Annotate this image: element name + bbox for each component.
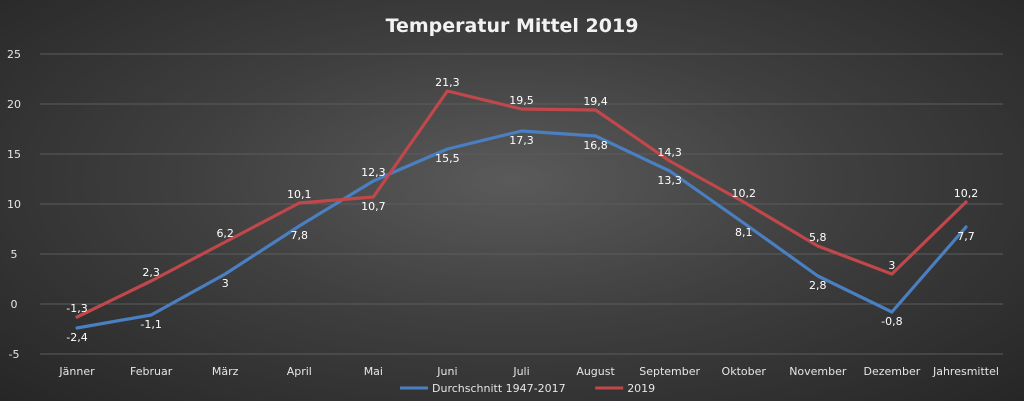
data-label: -0,8 <box>881 315 902 328</box>
y-tick-label: -5 <box>9 348 20 361</box>
data-label: 3 <box>888 259 895 272</box>
x-tick-label: November <box>789 365 847 378</box>
y-tick-label: 25 <box>7 48 21 61</box>
x-tick-label: Oktober <box>722 365 767 378</box>
data-label: 10,2 <box>731 187 756 200</box>
data-label: 10,7 <box>361 200 386 213</box>
data-label: 19,5 <box>509 94 534 107</box>
data-label: 16,8 <box>583 139 608 152</box>
data-labels: -2,4 -1,1 3 7,8 12,3 15,5 17,3 16,8 13,3 8,1 2,8 -0… <box>66 76 978 344</box>
series-line-1 <box>75 89 968 319</box>
data-label: 7,8 <box>291 229 309 242</box>
x-tick-label: April <box>287 365 312 378</box>
chart-title: Temperatur Mittel 2019 <box>386 15 639 37</box>
data-label: 2,8 <box>809 279 827 292</box>
data-label: 13,3 <box>657 174 682 187</box>
x-tick-label: Jahresmittel <box>932 365 999 378</box>
y-tick-label: 15 <box>7 148 21 161</box>
legend-label: 2019 <box>627 382 655 395</box>
x-tick-label: August <box>576 365 615 378</box>
data-label: -2,4 <box>66 331 87 344</box>
data-label: -1,3 <box>66 302 87 315</box>
legend: Durchschnitt 1947-2017 2019 <box>400 382 655 395</box>
x-tick-label: September <box>639 365 700 378</box>
x-tick-label: Mai <box>364 365 383 378</box>
x-tick-label: März <box>212 365 239 378</box>
data-label: 3 <box>222 277 229 290</box>
data-label: -1,1 <box>140 318 161 331</box>
data-label: 19,4 <box>583 95 608 108</box>
y-axis-ticks: -5 0 5 10 15 20 25 <box>7 48 21 361</box>
x-tick-label: Jänner <box>58 365 95 378</box>
y-tick-label: 0 <box>11 298 18 311</box>
x-tick-label: Februar <box>130 365 173 378</box>
data-label: 15,5 <box>435 152 460 165</box>
data-label: 7,7 <box>957 230 975 243</box>
x-tick-label: Juni <box>436 365 457 378</box>
data-label: 8,1 <box>735 226 753 239</box>
data-label: 2,3 <box>142 266 160 279</box>
x-tick-label: Juli <box>512 365 529 378</box>
data-label: 21,3 <box>435 76 460 89</box>
x-axis-ticks: Jänner Februar März April Mai Juni Juli August S… <box>58 365 999 378</box>
series-line-0 <box>75 129 968 330</box>
x-tick-label: Dezember <box>863 365 920 378</box>
data-label: 17,3 <box>509 134 534 147</box>
y-tick-label: 20 <box>7 98 21 111</box>
y-tick-label: 5 <box>11 248 18 261</box>
data-label: 12,3 <box>361 166 386 179</box>
legend-label: Durchschnitt 1947-2017 <box>432 382 566 395</box>
y-tick-label: 10 <box>7 198 21 211</box>
data-label: 10,1 <box>287 188 312 201</box>
data-label: 5,8 <box>809 231 827 244</box>
data-label: 14,3 <box>657 146 682 159</box>
series-lines <box>75 89 968 330</box>
data-label: 10,2 <box>954 187 979 200</box>
data-label: 6,2 <box>216 227 234 240</box>
